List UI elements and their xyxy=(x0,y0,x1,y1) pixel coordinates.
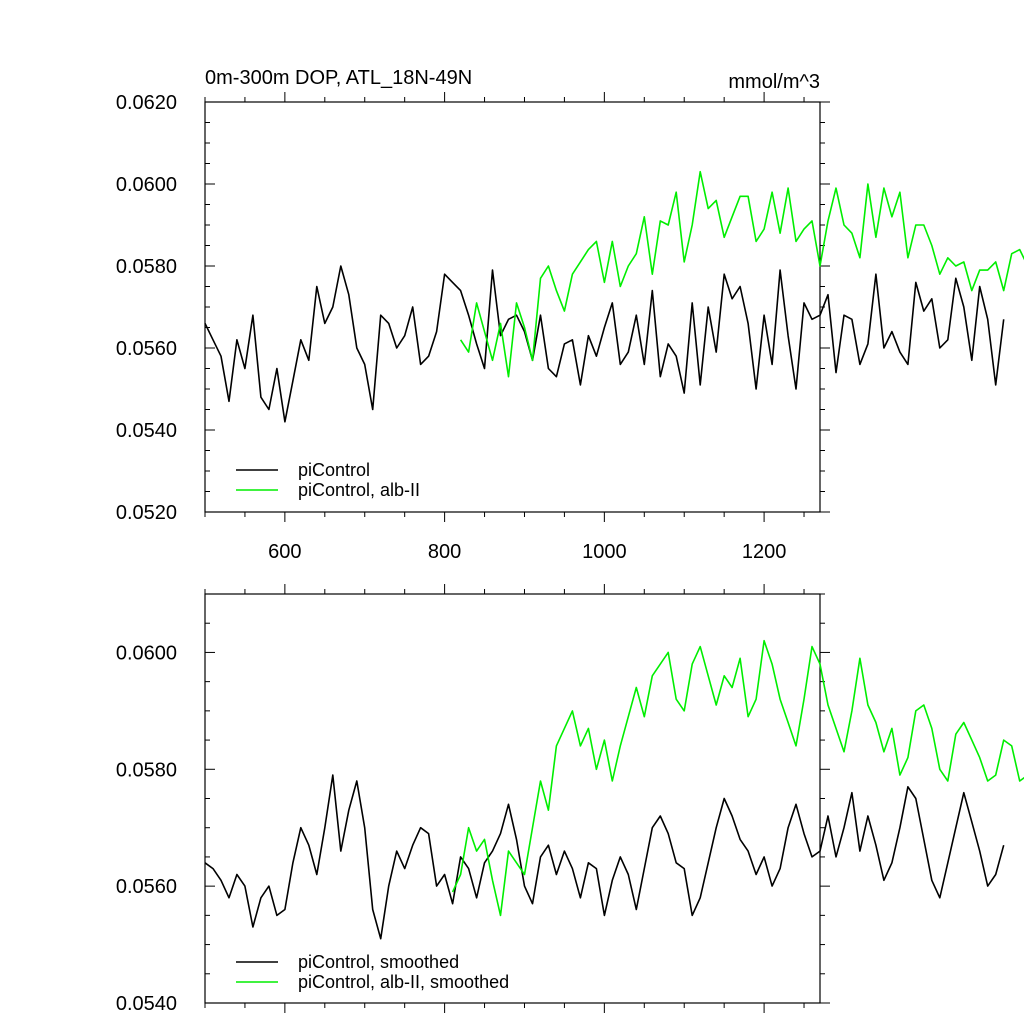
bottom-plot-series xyxy=(204,639,1024,940)
legend-label-alb-ii-smoothed: piControl, alb-II, smoothed xyxy=(298,972,509,992)
y-tick-label: 0.0620 xyxy=(116,92,177,114)
series-line-alb-ii xyxy=(451,639,1024,917)
bottom-panel: 0.0540 0.0560 0.0580 0.0600 piControl, smoo… xyxy=(116,584,1024,1015)
top-legend: piControl piControl, alb-II xyxy=(236,460,420,500)
plot-border xyxy=(204,593,821,1004)
series-line-alb-ii xyxy=(459,170,1024,378)
y-tick-label: 0.0600 xyxy=(116,642,177,664)
y-tick-label: 0.0540 xyxy=(116,420,177,442)
y-tick-label: 0.0560 xyxy=(116,876,177,898)
bottom-plot-frame: 0.0540 0.0560 0.0580 0.0600 xyxy=(116,584,830,1015)
y-tick-label: 0.0540 xyxy=(116,993,177,1015)
x-tick-label: 1000 xyxy=(582,541,627,563)
bottom-legend: piControl, smoothed piControl, alb-II, s… xyxy=(236,952,509,992)
top-plot-frame: 600 800 1000 1200 0.0520 0.0540 0.0560 0.0580 0.… xyxy=(116,92,830,563)
plot-border xyxy=(204,101,821,513)
y-tick-label: 0.0580 xyxy=(116,256,177,278)
x-tick-label: 1200 xyxy=(742,541,787,563)
legend-label-picontrol-smoothed: piControl, smoothed xyxy=(298,952,459,972)
y-tick-label: 0.0520 xyxy=(116,502,177,524)
legend-label-alb-ii: piControl, alb-II xyxy=(298,480,420,500)
series-line-picontrol xyxy=(204,774,1005,940)
y-tick-label: 0.0580 xyxy=(116,759,177,781)
x-tick-label: 600 xyxy=(268,541,301,563)
y-tick-label: 0.0560 xyxy=(116,338,177,360)
top-plot-series xyxy=(204,170,1024,423)
top-panel: 0m-300m DOP, ATL_18N-49N mmol/m^3 600 800… xyxy=(116,67,1024,563)
legend-label-picontrol: piControl xyxy=(298,460,370,480)
y-tick-label: 0.0600 xyxy=(116,174,177,196)
units-label: mmol/m^3 xyxy=(728,71,820,93)
series-line-picontrol xyxy=(204,265,1005,423)
chart-title: 0m-300m DOP, ATL_18N-49N xyxy=(205,67,472,89)
x-tick-label: 800 xyxy=(428,541,461,563)
